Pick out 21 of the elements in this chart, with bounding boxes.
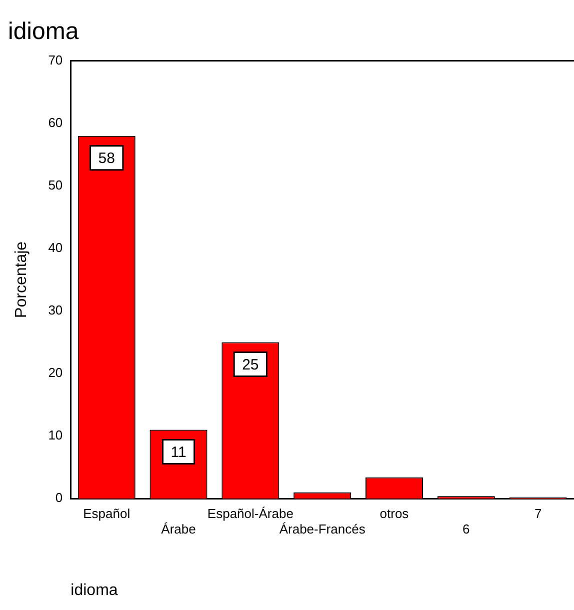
data-label: 58 — [98, 150, 115, 167]
x-tick-label: Español — [83, 506, 130, 521]
y-tick-label: 0 — [55, 490, 63, 506]
y-tick-label: 60 — [48, 114, 63, 130]
x-tick-label: otros — [380, 506, 410, 521]
x-tick-label: 6 — [462, 522, 470, 537]
x-tick-label: 7 — [534, 506, 542, 521]
x-tick-label: Árabe-Francés — [279, 522, 366, 537]
y-tick-label: 30 — [48, 302, 63, 318]
y-tick-label: 50 — [48, 177, 63, 192]
chart-title: idioma — [8, 18, 80, 46]
x-axis-title: idioma — [70, 582, 118, 599]
y-tick-label: 10 — [48, 428, 63, 443]
y-tick-label: 40 — [48, 240, 63, 256]
data-label: 25 — [242, 356, 259, 374]
data-label: 11 — [170, 444, 186, 461]
y-tick-label: 20 — [48, 365, 63, 380]
x-tick-label: Español-Árabe — [207, 506, 294, 521]
y-axis-title: Porcentaje — [13, 241, 30, 318]
y-tick-label: 70 — [48, 52, 63, 68]
x-tick-label: Árabe — [161, 522, 196, 537]
